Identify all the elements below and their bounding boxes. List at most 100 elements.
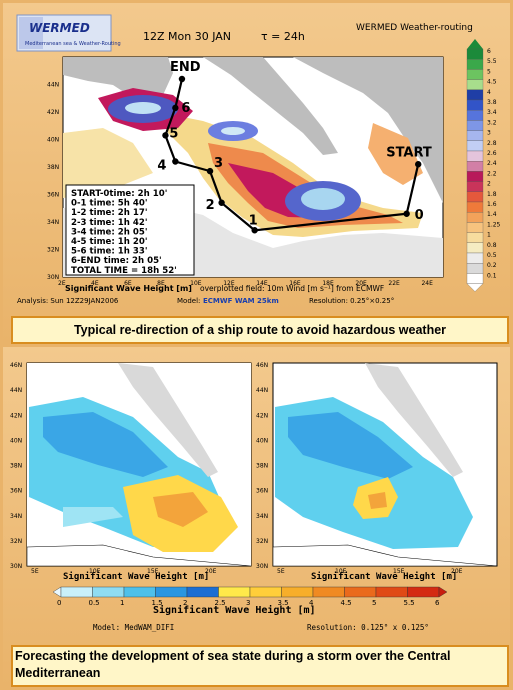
scale-tick: 1.6 [487,201,497,208]
bottom-panel: 46N 44N 42N 40N 38N 36N 34N 32N 30N 46N 44N 42N 40N… [3,347,510,687]
scale-tick: 3.2 [487,119,497,126]
waypoint-1 [251,227,258,234]
colorbar-tick: 6 [435,599,440,607]
lat-tick: 42N [47,109,59,116]
scale-tick: 5.5 [487,58,497,65]
colorbar-ticks: 0 0.5 1 1.5 2 2.5 3 3.5 4 4.5 5 5.5 6 [57,599,440,607]
colorbar-tick: 4.5 [341,599,352,607]
wave-height-colorbar [52,586,448,598]
lon-tick: 15E [147,568,159,575]
right-map-title: Significant Wave Height [m] [311,571,457,582]
routing-map: WERMED Mediterranean sea & Weather-Routi… [16,14,501,305]
waypoint-label-2: 2 [206,198,215,213]
scale-tick: 0.5 [487,252,497,259]
svg-text:START-0time: 2h 10'0-1 time: 5: START-0time: 2h 10' 0-1 time: 5h 40' 1-2 t… [71,189,177,276]
waypoint-end [178,75,186,83]
scale-tick: 1.8 [487,191,497,198]
scale-tick: 0.8 [487,242,497,249]
scale-tick: 1.25 [487,221,501,228]
scale-tick: 1 [487,232,491,239]
lat-tick: 34N [47,219,59,226]
lon-tick: 20E [205,568,217,575]
scale-tick: 3 [487,130,491,137]
lon-tick: 16E [289,280,301,287]
lon-tick: 2E [58,280,66,287]
land-balkans [293,57,443,203]
lat-tick: 30N [10,563,22,570]
colorbar-tick: 0 [57,599,61,607]
waypoint-2 [218,199,225,206]
lon-ticks: 2E 4E 6E 8E 10E 12E 14E 16E 18E 20E 22E 24E [58,280,433,287]
scale-tick: 6 [487,48,491,55]
colorbar-tick: 3.5 [278,599,289,607]
lat-tick: 40N [10,437,22,444]
scale-tick: 3.8 [487,99,497,106]
lat-tick: 36N [47,192,59,199]
waypoint-label-4: 4 [157,159,166,174]
colorbar-tick: 1.5 [152,599,163,607]
colorbar-tick: 2.5 [215,599,226,607]
wave-forecast-maps: 46N 44N 42N 40N 38N 36N 34N 32N 30N 46N 44N 42N 40N… [10,362,498,632]
colorbar-tick: 2 [183,599,187,607]
waypoint-label-5: 5 [169,126,178,141]
lat-tick: 32N [256,538,268,545]
waypoint-label-6: 6 [181,101,190,116]
route-time-line: 1-2 time: 2h 17' [71,208,147,218]
colorbar-tick: 4 [309,599,314,607]
lat-tick: 38N [47,164,59,171]
lat-ticks: 44N 42N 40N 38N 36N 34N 32N 30N [47,82,59,282]
lat-tick: 44N [256,387,268,394]
waypoint-label-1: 1 [249,213,258,228]
wave-map-right [272,362,498,567]
route-time-line: 4-5 time: 1h 20' [71,237,147,247]
route-time-line: TOTAL TIME = 18h 52' [71,266,177,276]
wave-map-left [26,362,252,567]
lon-tick: 4E [91,280,99,287]
waypoint-label-end: END [170,60,201,75]
app-title: WERMED Weather-routing [356,23,473,33]
lat-tick: 38N [10,463,22,470]
scale-tick: 2.6 [487,150,497,157]
lon-tick: 20E [355,280,367,287]
land-italy [203,57,338,155]
lon-tick: 24E [421,280,433,287]
resolution: Resolution: 0.25°×0.25° [309,297,394,305]
model-label: Model: [177,297,200,305]
scale-tick: 3.4 [487,109,497,116]
lon-tick: 5E [277,568,285,575]
lat-tick: 46N [10,362,22,369]
lon-tick: 14E [256,280,268,287]
wermed-logo: WERMED Mediterranean sea & Weather-Routi… [16,14,121,52]
lat-tick: 36N [256,488,268,495]
lat-tick: 44N [10,387,22,394]
footer-title: Significant Wave Height [m] [65,284,192,293]
wave-height-scale: 6 5.5 5 4.5 4 3.8 3.4 3.2 3 2.8 2.6 2.4 2.2 2 1.8 1.6 1.… [466,39,501,292]
route-waypoints: START 0 1 2 3 4 56 END [157,60,432,234]
scale-tick: 0.2 [487,262,497,269]
scale-tick: 5 [487,68,491,75]
scale-tick: 2.4 [487,160,497,167]
lat-tick: 40N [47,137,59,144]
lon-tick: 6E [124,280,132,287]
waypoint-label-3: 3 [214,156,223,171]
left-map-title: Significant Wave Height [m] [63,571,209,582]
waypoint-4 [172,158,179,165]
lat-tick: 30N [47,274,59,281]
lat-tick: 46N [256,362,268,369]
waypoint-3 [206,167,214,175]
lat-tick: 34N [10,513,22,520]
colorbar-tick: 5.5 [404,599,415,607]
colorbar-tick: 3 [246,599,250,607]
caption-route: Typical re-direction of a ship route to … [11,316,509,344]
top-panel: WERMED Mediterranean sea & Weather-Routi… [3,3,510,344]
scale-tick: 4.5 [487,79,497,86]
lat-tick: 42N [256,412,268,419]
lon-tick: 5E [31,568,39,575]
lat-tick: 32N [47,247,59,254]
lon-tick: 10E [89,568,101,575]
lat-tick: 42N [10,412,22,419]
colorbar-tick: 0.5 [89,599,100,607]
route-time-line: 6-END time: 2h 05' [71,256,162,266]
route-times-box: START-0time: 2h 10' 0-1 time: 5h 40' 1-2 t… [65,184,195,276]
colorbar-title: Significant Wave Height [m] [153,604,316,616]
